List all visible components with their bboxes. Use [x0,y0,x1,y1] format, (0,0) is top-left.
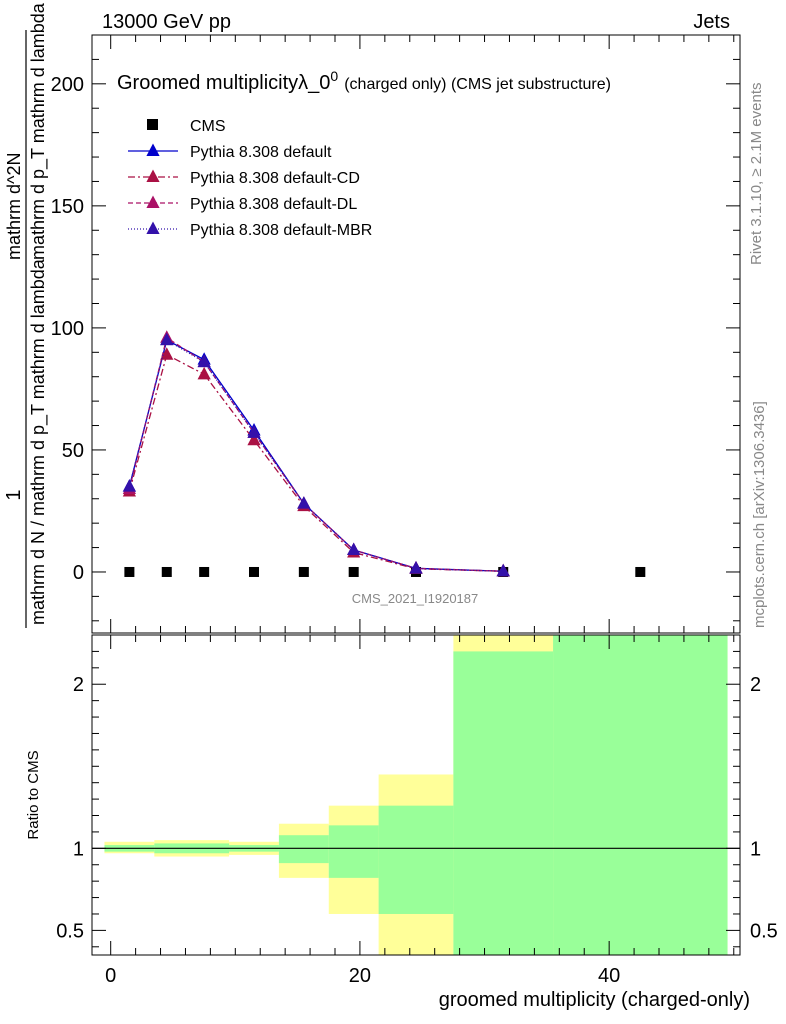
legend-label: Pythia 8.308 default-DL [190,196,357,213]
main-ylabel-top-den: mathrm d p_T mathrm d lambda [28,2,49,260]
ratio-band-green [378,805,454,914]
main-ylabel-numerator: 1 [3,489,25,500]
cms-data-point [124,566,135,577]
main-ylabel-top: mathrm d^2N [4,153,24,260]
legend-item: CMS [147,118,226,135]
analysis-watermark: CMS_2021_I1920187 [352,591,479,606]
main-ylabel-denominator: mathrm d N / mathrm d p_T mathrm d lambd… [28,258,49,625]
series-marker [160,332,174,346]
legend-label: Pythia 8.308 default-CD [190,170,360,187]
ratio-y-tick-label: 1 [73,838,84,860]
chart-title-rest: (charged only) (CMS jet substructure) [344,76,611,93]
ratio-y-tick-label: 0.5 [56,920,84,942]
ratio-y-tick-label-right: 2 [750,674,761,696]
main-y-label: 1 mathrm d N / mathrm d p_T mathrm d lam… [3,2,49,628]
series-marker [197,354,211,368]
main-y-tick-label: 50 [62,440,84,462]
cms-data-point [635,566,646,577]
ratio-panel: 0.5 0.5 1 1 2 2 0 20 40 Ratio to CMS groomed mu… [25,634,778,1011]
series-line [128,339,504,572]
main-frame [91,34,741,634]
legend-item: Pythia 8.308 default [128,143,332,161]
series-0 [124,566,646,577]
series-marker [197,366,211,380]
main-y-tick-label: 200 [51,74,84,96]
legend-label: Pythia 8.308 default [190,144,332,161]
series-line [128,339,504,572]
main-y-ticks: 0 50 100 150 200 [51,34,740,633]
legend-triangle-icon [146,221,160,235]
ratio-y-tick-label: 2 [73,674,84,696]
series-4 [122,332,510,577]
ratio-y-tick-label-right: 0.5 [750,920,778,942]
series-marker [297,496,311,509]
legend-item: Pythia 8.308 default-DL [128,195,357,213]
cms-data-point [161,566,172,577]
series-marker [247,432,261,446]
cms-data-point [348,566,359,577]
ratio-band-green [553,635,728,955]
header-right: Jets [693,11,730,33]
ratio-ylabel: Ratio to CMS [25,750,42,839]
main-y-tick-label: 150 [51,196,84,218]
legend-item: Pythia 8.308 default-MBR [128,221,372,239]
ratio-bands [104,635,728,955]
source-label: mcplots.cern.ch [arXiv:1306.3436] [751,401,768,628]
series-2 [122,347,510,577]
legend: CMS Pythia 8.308 default Pythia 8.308 defa… [128,118,372,239]
series-1 [122,332,510,577]
main-y-tick-label: 0 [73,562,84,584]
chart-title: Groomed multiplicityλ_00 (charged only) (… [117,68,611,94]
cms-data-point [298,566,309,577]
main-y-tick-label: 100 [51,318,84,340]
cms-data-point [199,566,210,577]
series-3 [122,330,510,577]
series-line [128,353,504,572]
ratio-band-green [453,651,554,955]
legend-item: Pythia 8.308 default-CD [128,169,360,187]
ratio-y-tick-label-right: 1 [750,838,761,860]
ratio-y-ticks: 0.5 0.5 1 1 2 2 [56,650,778,948]
legend-triangle-icon [146,169,160,183]
x-axis-label: groomed multiplicity (charged-only) [439,989,750,1011]
header-left: 13000 GeV pp [102,11,231,33]
chart-title-main: Groomed multiplicityλ_0 [117,72,330,94]
legend-square-icon [147,119,158,130]
legend-triangle-icon [146,143,160,157]
x-tick-label: 20 [349,965,371,987]
series-marker [247,425,261,438]
x-tick-label: 0 [105,965,116,987]
legend-label: CMS [190,118,226,135]
cms-data-point [249,566,259,577]
series-marker [160,347,174,360]
ratio-band-green [328,825,379,878]
legend-label: Pythia 8.308 default-MBR [190,222,372,239]
series-line [128,336,504,572]
ratio-x-ticks: 0 20 40 [105,635,735,987]
series-marker [347,542,361,556]
ratio-frame [91,634,741,956]
chart-title-sup: 0 [330,68,338,84]
main-series [122,330,646,577]
x-tick-label: 40 [598,965,620,987]
series-marker [122,479,136,492]
series-marker [496,563,510,577]
series-marker [409,561,423,574]
ratio-band-green [278,835,329,864]
rivet-label: Rivet 3.1.10, ≥ 2.1M events [748,83,765,266]
legend-triangle-icon [146,195,160,209]
